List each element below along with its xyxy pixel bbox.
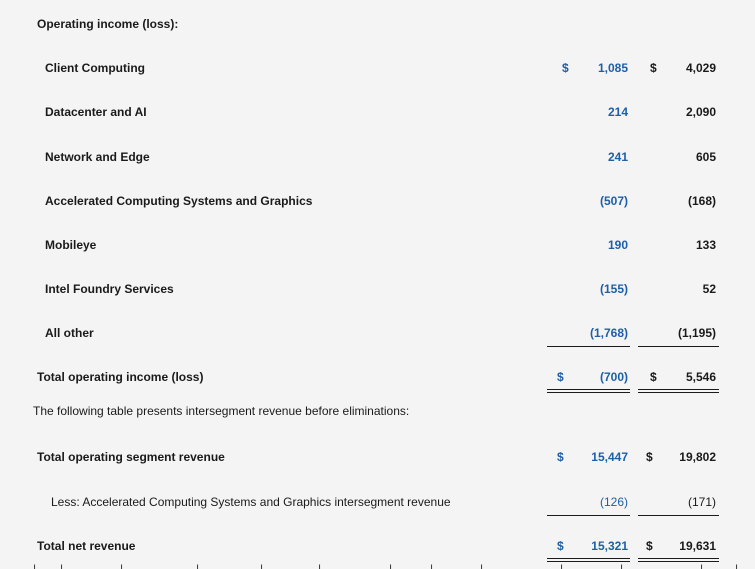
current-value: 241 [607, 150, 628, 164]
dollar-sign-current: $ [562, 61, 569, 75]
current-value: 214 [607, 105, 628, 119]
table-row: All other (1,768) (1,195) [0, 325, 755, 345]
table-row: Less: Accelerated Computing Systems and … [0, 494, 755, 514]
prior-value: (1,195) [677, 326, 716, 340]
total-row: Total net revenue $ 15,321 $ 19,631 [0, 538, 755, 558]
subtotal-rule-current [547, 346, 630, 347]
row-label: All other [45, 326, 94, 340]
subtotal-rule-prior [638, 346, 719, 347]
row-label: Mobileye [45, 238, 97, 252]
table-row: Network and Edge 241 605 [0, 149, 755, 169]
total-double-rule-current [547, 389, 630, 393]
prior-value: 5,546 [685, 370, 716, 384]
row-label: Total operating segment revenue [37, 450, 225, 464]
row-label: Network and Edge [45, 150, 150, 164]
section-header: Operating income (loss): [37, 17, 179, 31]
row-label: Client Computing [45, 61, 145, 75]
total-label: Total operating income (loss) [37, 370, 204, 384]
total-label: Total net revenue [37, 539, 136, 553]
prior-value: (171) [687, 495, 716, 509]
row-label: Less: Accelerated Computing Systems and … [51, 495, 451, 509]
total-row: Total operating income (loss) $ (700) $ … [0, 369, 755, 389]
dollar-sign-current: $ [557, 539, 564, 553]
dollar-sign-current: $ [557, 370, 564, 384]
prior-value: 19,631 [679, 539, 716, 553]
row-label: Intel Foundry Services [45, 282, 174, 296]
current-value: 190 [607, 238, 628, 252]
prior-value: 2,090 [685, 105, 716, 119]
prior-value: 19,802 [679, 450, 716, 464]
total-double-rule-prior [638, 389, 719, 393]
current-value: (126) [599, 495, 628, 509]
prior-value: 4,029 [685, 61, 716, 75]
current-value: 15,321 [591, 539, 628, 553]
current-value: (507) [599, 194, 628, 208]
intro-paragraph: The following table presents intersegmen… [33, 404, 410, 418]
current-value: (1,768) [589, 326, 628, 340]
total-double-rule-current [547, 558, 630, 562]
table-row: Mobileye 190 133 [0, 237, 755, 257]
table-row: Total operating segment revenue $ 15,447… [0, 449, 755, 469]
current-value: 1,085 [597, 61, 628, 75]
prior-value: 52 [702, 282, 716, 296]
table-row: Datacenter and AI 214 2,090 [0, 104, 755, 124]
current-value: (700) [599, 370, 628, 384]
table-row: Intel Foundry Services (155) 52 [0, 281, 755, 301]
current-value: 15,447 [591, 450, 628, 464]
total-double-rule-prior [638, 558, 719, 562]
subtotal-rule-prior [638, 515, 719, 516]
subtotal-rule-current [547, 515, 630, 516]
row-label: Accelerated Computing Systems and Graphi… [45, 194, 313, 208]
current-value: (155) [599, 282, 628, 296]
dollar-sign-prior: $ [650, 61, 657, 75]
clipped-next-paragraph: ||| ||| ||| ||| | [0, 563, 755, 569]
table-row: Accelerated Computing Systems and Graphi… [0, 193, 755, 213]
dollar-sign-current: $ [557, 450, 564, 464]
row-label: Datacenter and AI [45, 105, 147, 119]
prior-value: (168) [687, 194, 716, 208]
prior-value: 133 [695, 238, 716, 252]
dollar-sign-prior: $ [650, 370, 657, 384]
dollar-sign-prior: $ [646, 450, 653, 464]
dollar-sign-prior: $ [646, 539, 653, 553]
prior-value: 605 [695, 150, 716, 164]
table-row: Client Computing $ 1,085 $ 4,029 [0, 60, 755, 80]
